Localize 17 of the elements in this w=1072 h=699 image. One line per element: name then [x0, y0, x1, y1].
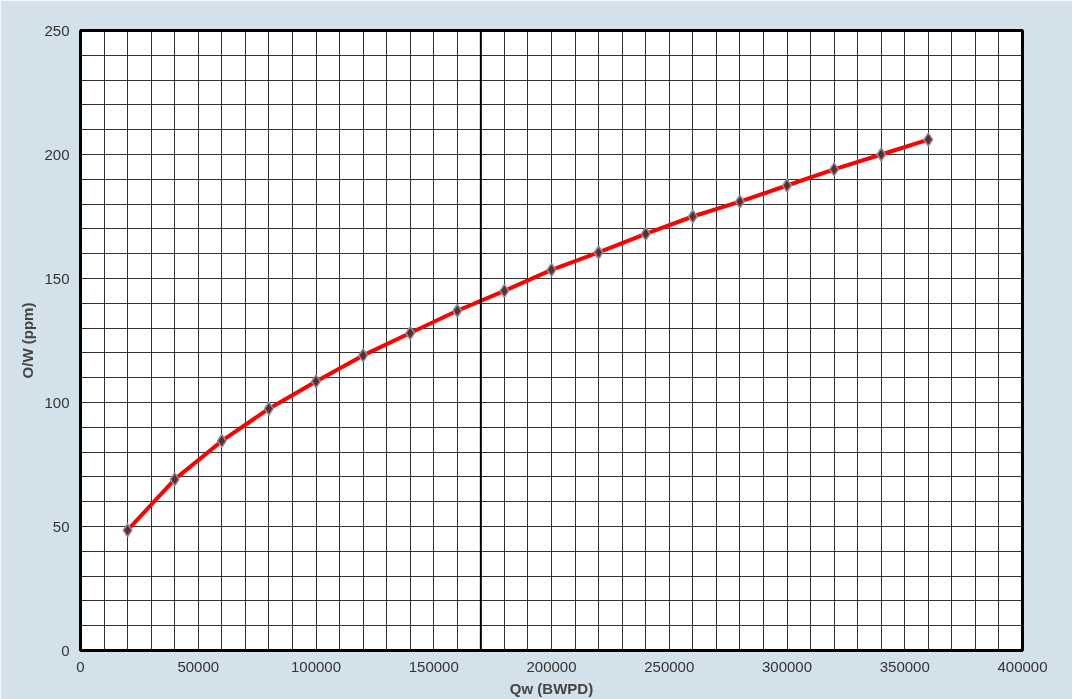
y-tick-label: 200 [44, 145, 70, 163]
y-tick-label: 100 [44, 393, 70, 411]
x-tick-label: 0 [76, 657, 85, 675]
y-tick-label: 50 [52, 517, 70, 535]
y-tick-label: 0 [61, 641, 70, 659]
x-tick-label: 400000 [997, 657, 1048, 675]
x-tick-label: 200000 [526, 657, 577, 675]
x-tick-label: 100000 [290, 657, 342, 675]
x-tick-label: 350000 [879, 657, 930, 675]
x-tick-label: 300000 [761, 657, 813, 675]
y-tick-label: 150 [44, 269, 70, 287]
x-tick-label: 250000 [644, 657, 695, 675]
y-axis-title: O/W (ppm) [19, 302, 37, 379]
x-axis-title: Qw (BWPD) [509, 679, 594, 697]
x-tick-label: 50000 [177, 657, 220, 675]
x-tick-label: 150000 [408, 657, 459, 675]
y-tick-label: 250 [44, 21, 70, 39]
